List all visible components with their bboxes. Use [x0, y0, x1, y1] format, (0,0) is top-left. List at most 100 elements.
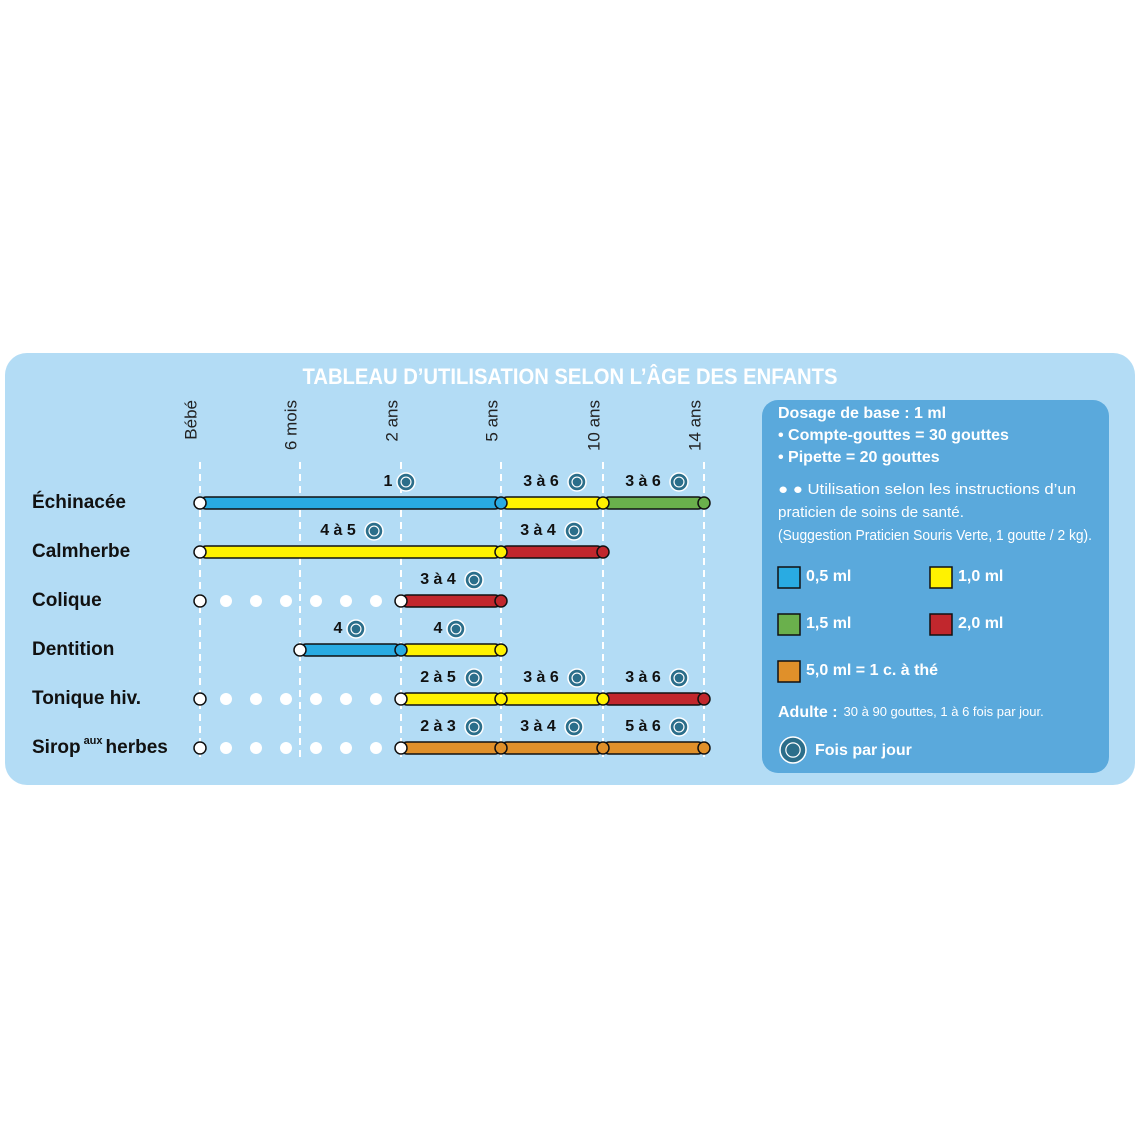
- day-icon-face: [368, 525, 380, 537]
- legend-swatch: [929, 566, 953, 589]
- segment: [602, 741, 705, 755]
- segment-label: 3 à 6: [625, 473, 661, 490]
- row-label: Sirop aux herbes: [32, 735, 168, 758]
- day-icon-face: [571, 672, 583, 684]
- row-label: Tonique hiv.: [32, 688, 141, 709]
- segment-label: 3 à 4: [420, 571, 456, 588]
- day-icon-face: [673, 721, 685, 733]
- day-icon: [669, 717, 689, 737]
- segment-label: 2 à 3: [420, 718, 456, 735]
- row-label-part: Sirop: [32, 737, 81, 758]
- dot: [250, 595, 262, 607]
- segment: [602, 496, 705, 510]
- age-label: 14 ans: [685, 400, 704, 451]
- day-icon-face: [785, 742, 801, 758]
- day-icon: [567, 668, 587, 688]
- node: [193, 496, 207, 510]
- day-icon: [464, 570, 484, 590]
- day-icon-face: [400, 476, 412, 488]
- node: [494, 643, 508, 657]
- start-dot: [193, 741, 207, 755]
- age-label: 6 mois: [281, 400, 300, 450]
- dot: [250, 742, 262, 754]
- segment-label: 1: [384, 473, 393, 490]
- node: [494, 496, 508, 510]
- legend-line: • Pipette = 20 gouttes: [778, 449, 940, 466]
- segment-label: 4: [434, 620, 443, 637]
- day-icon-face: [568, 721, 580, 733]
- segment: [500, 692, 604, 706]
- dot: [310, 595, 322, 607]
- node: [494, 545, 508, 559]
- node: [494, 692, 508, 706]
- day-icon: [464, 717, 484, 737]
- segment-label: 3 à 4: [520, 522, 556, 539]
- day-icon-face: [468, 672, 480, 684]
- row-label: Échinacée: [32, 491, 126, 513]
- legend-dose: 1,5 ml: [806, 615, 851, 632]
- adult-desc: 30 à 90 gouttes, 1 à 6 fois par jour.: [844, 704, 1044, 719]
- node: [394, 643, 408, 657]
- dot: [220, 595, 232, 607]
- dot: [250, 693, 262, 705]
- node: [193, 545, 207, 559]
- segment-label: 3 à 6: [523, 669, 559, 686]
- legend-swatch: [777, 566, 801, 589]
- age-label: Bébé: [181, 400, 200, 440]
- day-icon-face: [673, 672, 685, 684]
- segment: [299, 643, 402, 657]
- start-dot: [193, 594, 207, 608]
- day-icon-face: [673, 476, 685, 488]
- day-icon: [464, 668, 484, 688]
- legend-swatch: [777, 613, 801, 636]
- legend-dose: 0,5 ml: [806, 568, 851, 585]
- adult-text: Adulte : 30 à 90 gouttes, 1 à 6 fois par …: [778, 704, 1044, 721]
- title: TABLEAU D’UTILISATION SELON L’ÂGE DES EN…: [303, 364, 838, 389]
- day-icon: [446, 619, 466, 639]
- day-icon: [346, 619, 366, 639]
- node: [596, 545, 610, 559]
- dot: [370, 595, 382, 607]
- segment-label: 2 à 5: [420, 669, 456, 686]
- dot: [310, 742, 322, 754]
- node: [596, 741, 610, 755]
- legend-dose: 2,0 ml: [958, 615, 1003, 632]
- legend-line: • Compte-gouttes = 30 gouttes: [778, 427, 1009, 444]
- segment: [602, 692, 705, 706]
- dot: [220, 693, 232, 705]
- day-icon-face: [350, 623, 362, 635]
- day-icon-face: [468, 574, 480, 586]
- segment-label: 3 à 6: [625, 669, 661, 686]
- segment: [400, 692, 502, 706]
- legend-dose: 5,0 ml = 1 c. à thé: [806, 662, 938, 679]
- legend-swatch: [929, 613, 953, 636]
- legend-line: Dosage de base : 1 ml: [778, 405, 946, 422]
- start-dot: [193, 692, 207, 706]
- day-icon: [564, 521, 584, 541]
- legend-dose: 1,0 ml: [958, 568, 1003, 585]
- segment-label: 4: [334, 620, 343, 637]
- segment: [400, 594, 502, 608]
- legend-note: (Suggestion Praticien Souris Verte, 1 go…: [778, 527, 1092, 544]
- day-icon: [564, 717, 584, 737]
- node: [394, 741, 408, 755]
- day-icon-face: [568, 525, 580, 537]
- dot: [220, 742, 232, 754]
- dot: [340, 742, 352, 754]
- segment: [400, 643, 502, 657]
- dot: [370, 693, 382, 705]
- segment: [400, 741, 502, 755]
- node: [697, 496, 711, 510]
- day-icon-face: [468, 721, 480, 733]
- day-icon-face: [571, 476, 583, 488]
- day-icon: [396, 472, 416, 492]
- row-label: Colique: [32, 590, 102, 611]
- segment: [500, 545, 604, 559]
- node: [697, 741, 711, 755]
- node: [394, 594, 408, 608]
- row-label-sup: aux: [84, 735, 104, 747]
- legend-note: praticien de soins de santé.: [778, 504, 964, 521]
- segment: [199, 545, 502, 559]
- adult-label: Adulte :: [778, 704, 838, 721]
- segment-label: 3 à 6: [523, 473, 559, 490]
